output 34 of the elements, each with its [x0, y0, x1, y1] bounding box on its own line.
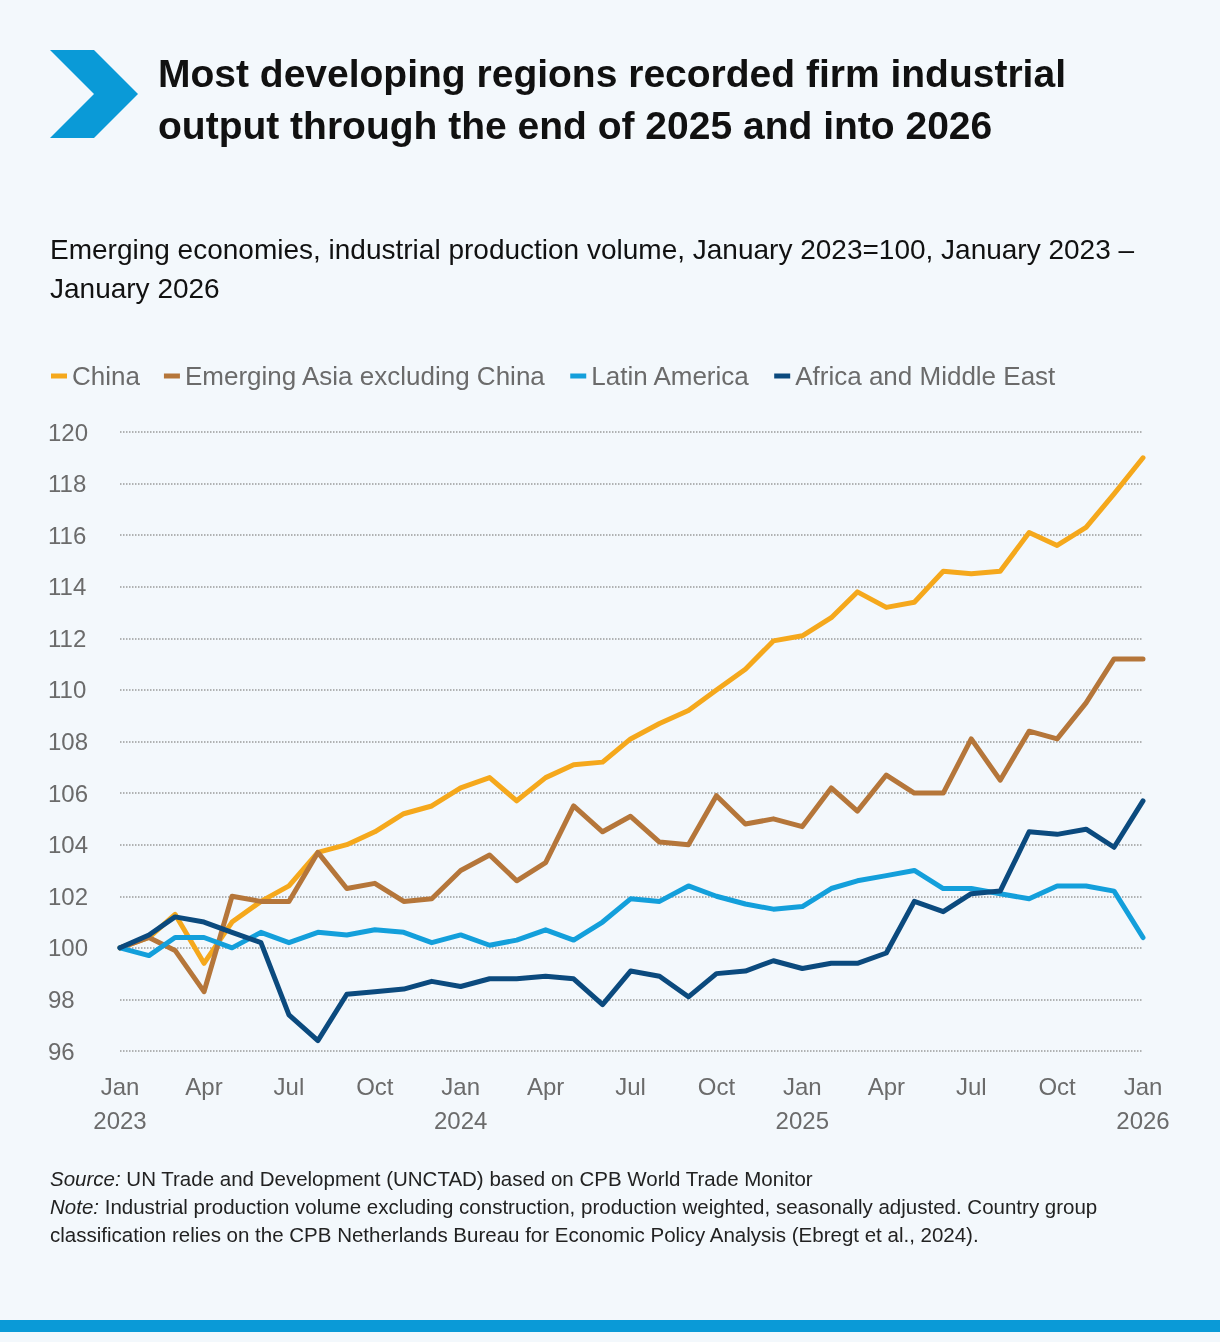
- y-tick-label: 116: [48, 521, 87, 549]
- x-tick-label: Jan 2023: [93, 1072, 147, 1134]
- x-tick-label: Jan 2025: [775, 1072, 830, 1134]
- x-tick-label: Jan 2024: [433, 1072, 488, 1134]
- x-tick-label: Jul: [615, 1072, 646, 1100]
- y-tick-label: 104: [48, 831, 89, 859]
- x-tick-label: Apr: [867, 1072, 905, 1100]
- y-tick-label: 112: [48, 624, 87, 652]
- y-tick-label: 96: [48, 1037, 75, 1065]
- legend-label: Emerging Asia excluding China: [184, 361, 546, 391]
- x-tick-label: Apr: [526, 1072, 565, 1100]
- y-tick-label: 98: [48, 985, 75, 1013]
- y-tick-label: 100: [48, 934, 89, 962]
- x-tick-label: Oct: [697, 1072, 736, 1100]
- legend-label: Latin America: [591, 361, 750, 391]
- x-tick-label: Jul: [273, 1072, 305, 1100]
- chart-subtitle: Emerging economies, industrial production volume, January 2023=100, January 2023 – January 2026: [50, 233, 1136, 306]
- y-tick-label: 110: [48, 676, 87, 704]
- chart-title: Most developing regions recorded firm industrial output through the end of 2025 and into 2026: [158, 51, 1067, 149]
- y-tick-label: 114: [48, 573, 87, 601]
- y-tick-label: 120: [48, 418, 89, 446]
- source-note: Source: UN Trade and Development (UNCTAD) based on CPB World Trade Monitor: [50, 1166, 814, 1192]
- y-tick-label: 106: [48, 779, 89, 807]
- x-tick-label: Jul: [955, 1072, 987, 1100]
- x-tick-label: Oct: [1038, 1072, 1077, 1100]
- y-tick-label: 118: [48, 470, 87, 498]
- y-tick-label: 102: [48, 882, 89, 910]
- x-tick-label: Oct: [356, 1072, 394, 1100]
- x-tick-label: Apr: [185, 1072, 223, 1100]
- x-tick-label: Jan 2026: [1116, 1072, 1170, 1134]
- text: Note: Industrial production volume excluding construction, production weighted, seasonally adjusted. Country group classification relies on the CPB Netherlands Bureau for Economic Policy Analysis (Ebregt et al., 2024).: [50, 1194, 1099, 1248]
- y-tick-label: 108: [48, 728, 89, 755]
- legend-label: China: [72, 361, 141, 391]
- legend-label: Africa and Middle East: [795, 361, 1057, 391]
